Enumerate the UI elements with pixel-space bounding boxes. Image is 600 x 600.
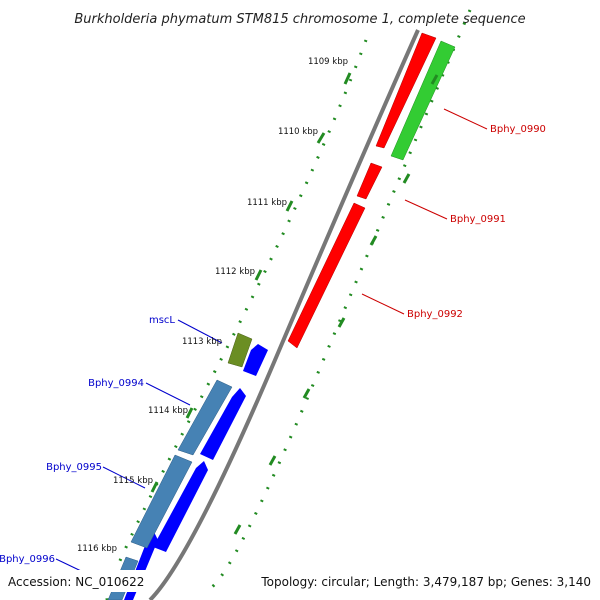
gene-bphy-0990[interactable] [375,32,437,149]
leader-bphy-0994 [145,382,191,406]
inner-major-tick [369,235,378,246]
inner-major-tick [268,455,277,466]
footer-accession: Accession: NC_010622 [8,575,144,589]
inner-tick-track [204,9,472,592]
map-title: Burkholderia phymatum STM815 chromosome … [74,12,525,27]
gene-bphy-0992[interactable] [287,202,366,349]
footer-summary: Topology: circular; Length: 3,479,187 bp… [260,575,591,589]
major-tick [316,132,326,144]
gene-bphy-0995[interactable] [130,454,193,549]
leader-bphy-0992 [361,293,405,315]
major-tick [285,200,294,212]
inner-major-tick [337,317,346,328]
leader-bphy-0991 [404,199,448,220]
label-bphy-0992[interactable]: Bphy_0992 [407,309,463,320]
chromosome-backbone [148,29,420,600]
inner-major-tick [302,388,311,399]
tick-label-1116: 1116 kbp [77,544,117,554]
tick-label-1110: 1110 kbp [278,127,318,137]
inner-major-tick [233,524,242,535]
leader-mscl [177,319,223,344]
tick-label-1114: 1114 kbp [148,406,188,416]
footer-summary-bg [255,570,595,592]
gene-green-reverse[interactable] [390,40,456,161]
inner-major-tick [402,173,411,184]
label-bphy-0990[interactable]: Bphy_0990 [490,124,546,135]
major-tick [185,407,194,419]
label-bphy-0994[interactable]: Bphy_0994 [88,378,144,389]
gene-blue-b[interactable] [200,388,246,460]
tick-label-1111: 1111 kbp [247,198,287,208]
gene-bphy-0991[interactable] [356,162,383,200]
tick-label-1109: 1109 kbp [308,57,348,67]
major-tick [254,269,263,281]
label-bphy-0996[interactable]: Bphy_0996 [0,554,55,565]
major-tick [343,72,352,85]
inner-major-tick [430,74,439,85]
gene-blue-near-mscl[interactable] [243,344,268,376]
label-bphy-0991[interactable]: Bphy_0991 [450,214,506,225]
footer-accession-bg [5,570,150,592]
tick-label-1113: 1113 kbp [182,337,222,347]
gene-blue-c[interactable] [153,461,208,552]
major-tick [150,481,159,493]
tick-label-1112: 1112 kbp [215,267,255,277]
leader-bphy-0990 [443,108,488,130]
gene-mscl[interactable] [227,332,253,368]
tick-label-1115: 1115 kbp [113,476,153,486]
gene-bphy-0994[interactable] [177,379,233,456]
label-bphy-0995[interactable]: Bphy_0995 [46,462,102,473]
leader-bphy-0995 [102,466,146,489]
label-mscl[interactable]: mscL [149,315,175,326]
